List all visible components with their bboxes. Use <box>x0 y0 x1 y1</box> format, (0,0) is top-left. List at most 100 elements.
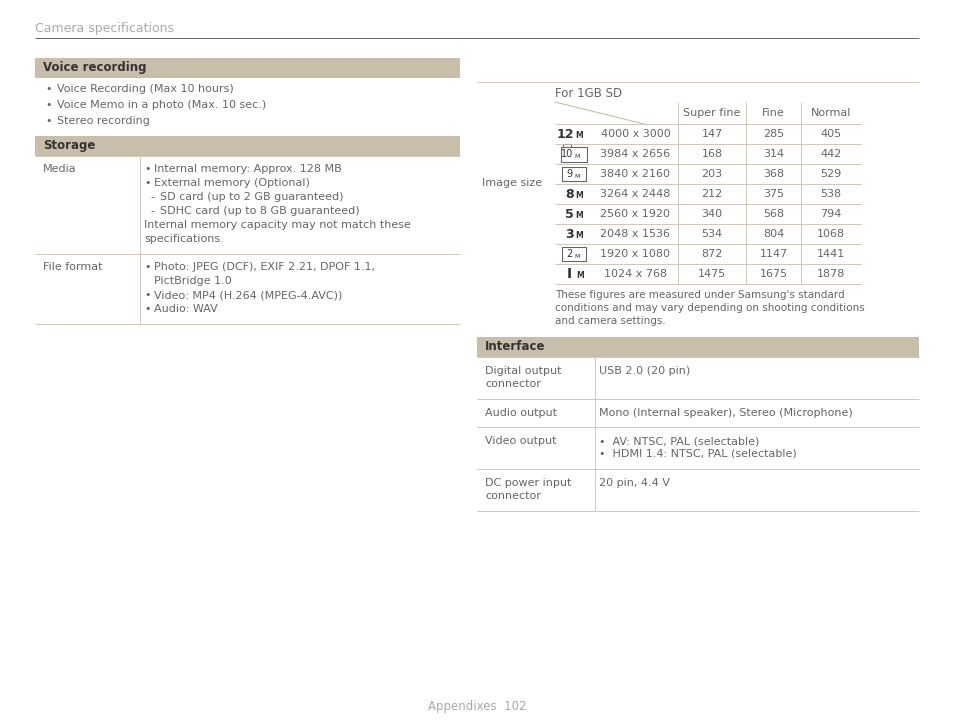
Text: •: • <box>144 178 151 188</box>
Text: 568: 568 <box>762 209 783 219</box>
Text: 203: 203 <box>700 169 721 179</box>
Text: 1068: 1068 <box>816 229 844 239</box>
Text: M: M <box>575 212 582 220</box>
Text: 2048 x 1536: 2048 x 1536 <box>599 229 670 239</box>
Text: 1878: 1878 <box>816 269 844 279</box>
Text: 314: 314 <box>762 149 783 159</box>
Text: M: M <box>574 253 578 258</box>
Text: Image size: Image size <box>481 178 541 188</box>
Text: Voice Recording (Max 10 hours): Voice Recording (Max 10 hours) <box>57 84 233 94</box>
Text: 3: 3 <box>565 228 574 240</box>
Text: Storage: Storage <box>43 140 95 153</box>
Bar <box>476 337 918 357</box>
Text: 9: 9 <box>566 169 573 179</box>
Text: 3264 x 2448: 3264 x 2448 <box>599 189 670 199</box>
Text: connector: connector <box>484 491 540 501</box>
Text: Voice Memo in a photo (Max. 10 sec.): Voice Memo in a photo (Max. 10 sec.) <box>57 100 266 110</box>
Text: 529: 529 <box>820 169 841 179</box>
Text: SDHC card (up to 8 GB guaranteed): SDHC card (up to 8 GB guaranteed) <box>160 206 359 216</box>
Text: 12: 12 <box>556 127 574 140</box>
Bar <box>35 136 459 156</box>
Text: and camera settings.: and camera settings. <box>555 316 665 326</box>
Bar <box>562 143 571 146</box>
Text: Appendixes  102: Appendixes 102 <box>427 700 526 713</box>
Text: Normal: Normal <box>810 108 850 118</box>
Text: 20 pin, 4.4 V: 20 pin, 4.4 V <box>598 478 669 488</box>
Text: 1441: 1441 <box>816 249 844 259</box>
Text: Media: Media <box>43 164 76 174</box>
Text: 1024 x 768: 1024 x 768 <box>603 269 666 279</box>
Text: Interface: Interface <box>484 341 545 354</box>
Text: Fine: Fine <box>761 108 784 118</box>
Text: Mono (Internal speaker), Stereo (Microphone): Mono (Internal speaker), Stereo (Microph… <box>598 408 852 418</box>
Text: 794: 794 <box>820 209 841 219</box>
Text: 5: 5 <box>565 207 574 220</box>
Text: 10: 10 <box>560 149 573 159</box>
Text: 340: 340 <box>700 209 721 219</box>
Bar <box>561 167 585 181</box>
Text: 8: 8 <box>565 187 574 200</box>
Text: 442: 442 <box>820 149 841 159</box>
Text: For 1GB SD: For 1GB SD <box>555 87 621 100</box>
Text: 1147: 1147 <box>759 249 787 259</box>
Text: •  AV: NTSC, PAL (selectable): • AV: NTSC, PAL (selectable) <box>598 436 759 446</box>
Text: Super fine: Super fine <box>682 108 740 118</box>
Text: USB 2.0 (20 pin): USB 2.0 (20 pin) <box>598 366 690 376</box>
Text: Camera specifications: Camera specifications <box>35 22 173 35</box>
Text: 4000 x 3000: 4000 x 3000 <box>600 129 670 139</box>
Text: DC power input: DC power input <box>484 478 571 488</box>
Text: conditions and may vary depending on shooting conditions: conditions and may vary depending on sho… <box>555 303 863 313</box>
Text: Audio: WAV: Audio: WAV <box>153 304 217 314</box>
Text: 405: 405 <box>820 129 841 139</box>
Text: 1675: 1675 <box>759 269 787 279</box>
Text: •  HDMI 1.4: NTSC, PAL (selectable): • HDMI 1.4: NTSC, PAL (selectable) <box>598 449 796 459</box>
Text: SD card (up to 2 GB guaranteed): SD card (up to 2 GB guaranteed) <box>160 192 343 202</box>
Text: 285: 285 <box>762 129 783 139</box>
Text: •: • <box>144 164 151 174</box>
Text: •: • <box>45 116 51 126</box>
Text: PictBridge 1.0: PictBridge 1.0 <box>153 276 232 286</box>
Text: •: • <box>144 262 151 272</box>
Text: 168: 168 <box>700 149 721 159</box>
Bar <box>560 146 586 161</box>
Text: Stereo recording: Stereo recording <box>57 116 150 126</box>
Text: M: M <box>574 174 578 179</box>
Text: 534: 534 <box>700 229 721 239</box>
Text: •: • <box>144 304 151 314</box>
Text: Video output: Video output <box>484 436 556 446</box>
Text: 872: 872 <box>700 249 722 259</box>
Text: •: • <box>45 100 51 110</box>
Text: specifications.: specifications. <box>144 234 224 244</box>
Text: 375: 375 <box>762 189 783 199</box>
Bar <box>35 58 459 78</box>
Text: I: I <box>566 267 571 281</box>
Text: These figures are measured under Samsung's standard: These figures are measured under Samsung… <box>555 290 843 300</box>
Text: Internal memory: Approx. 128 MB: Internal memory: Approx. 128 MB <box>153 164 341 174</box>
Text: 3984 x 2656: 3984 x 2656 <box>599 149 670 159</box>
Text: 212: 212 <box>700 189 721 199</box>
Text: 368: 368 <box>762 169 783 179</box>
Text: Internal memory capacity may not match these: Internal memory capacity may not match t… <box>144 220 411 230</box>
Text: Audio output: Audio output <box>484 408 557 418</box>
Text: M: M <box>575 192 582 200</box>
Text: M: M <box>575 132 582 140</box>
Text: -: - <box>150 192 153 202</box>
Text: M: M <box>576 271 583 281</box>
Text: 147: 147 <box>700 129 721 139</box>
Bar <box>561 247 585 261</box>
Text: Video: MP4 (H.264 (MPEG-4.AVC)): Video: MP4 (H.264 (MPEG-4.AVC)) <box>153 290 342 300</box>
Text: 3840 x 2160: 3840 x 2160 <box>599 169 670 179</box>
Text: •: • <box>144 290 151 300</box>
Text: -: - <box>150 206 153 216</box>
Text: Digital output: Digital output <box>484 366 561 376</box>
Text: External memory (Optional): External memory (Optional) <box>153 178 310 188</box>
Text: M: M <box>575 232 582 240</box>
Text: 804: 804 <box>762 229 783 239</box>
Text: 1920 x 1080: 1920 x 1080 <box>599 249 670 259</box>
Text: •: • <box>45 84 51 94</box>
Text: 538: 538 <box>820 189 841 199</box>
Text: M: M <box>574 153 578 158</box>
Text: 1475: 1475 <box>698 269 725 279</box>
Text: 2560 x 1920: 2560 x 1920 <box>599 209 670 219</box>
Text: Voice recording: Voice recording <box>43 61 147 74</box>
